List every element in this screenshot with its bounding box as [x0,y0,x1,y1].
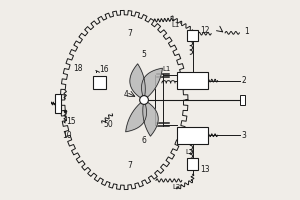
Text: 5: 5 [141,50,146,59]
Polygon shape [142,68,162,100]
Text: 16: 16 [100,65,109,74]
Polygon shape [126,100,146,132]
Text: 7: 7 [127,161,132,170]
Text: 18: 18 [74,64,83,73]
Text: 2: 2 [242,76,246,85]
Text: 15: 15 [66,117,76,126]
FancyBboxPatch shape [55,94,61,113]
Text: 7: 7 [127,29,132,38]
FancyBboxPatch shape [93,76,106,89]
Text: L1': L1' [172,22,182,28]
Text: 12: 12 [201,26,210,35]
Polygon shape [143,100,158,136]
Text: 3: 3 [242,131,246,140]
Text: L2: L2 [185,149,194,155]
Circle shape [140,96,148,104]
FancyBboxPatch shape [187,30,198,41]
FancyBboxPatch shape [177,127,208,144]
Text: 10: 10 [63,131,72,140]
FancyBboxPatch shape [177,72,208,89]
FancyBboxPatch shape [187,158,198,170]
Text: 6: 6 [141,136,146,145]
Polygon shape [130,64,145,100]
Text: 50: 50 [103,120,113,129]
Text: 4: 4 [123,90,128,99]
Text: 13: 13 [201,165,210,174]
FancyBboxPatch shape [240,95,245,105]
Text: L2': L2' [173,184,183,190]
Text: 1: 1 [244,27,249,36]
Text: L1: L1 [163,66,171,72]
